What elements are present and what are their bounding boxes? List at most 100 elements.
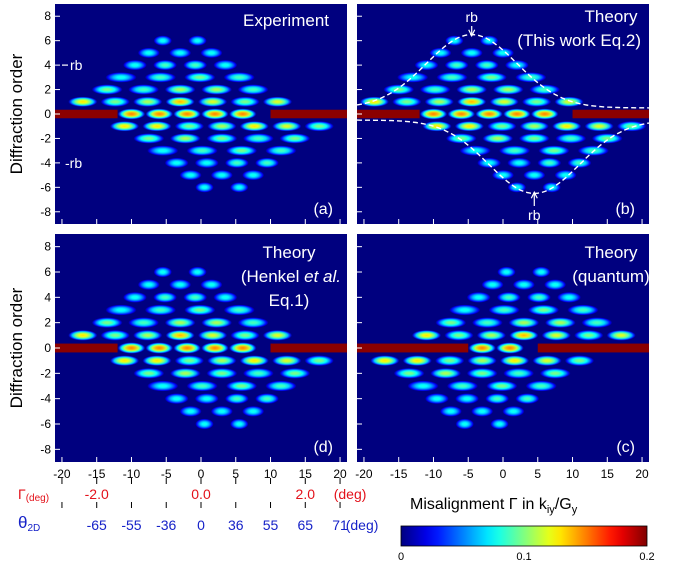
zero-order-blob [503, 108, 531, 120]
order-blob [444, 59, 469, 71]
order-blob [194, 393, 219, 404]
order-blob [499, 145, 531, 156]
order-blob [230, 418, 249, 430]
order-blob [606, 330, 636, 341]
theta-tick-label: -36 [156, 517, 176, 533]
order-blob [137, 47, 160, 59]
order-blob [532, 266, 551, 278]
order-blob [237, 84, 269, 95]
order-blob [142, 355, 172, 366]
order-blob [449, 304, 481, 316]
order-blob [262, 330, 293, 341]
order-blob [304, 355, 334, 366]
order-blob [459, 145, 491, 156]
zero-order-blob [145, 342, 174, 354]
envelope-lower [357, 119, 649, 195]
zero-order-blob [145, 108, 174, 120]
order-blob [436, 72, 468, 83]
order-blob [169, 133, 201, 144]
order-blob [407, 380, 439, 392]
theta-tick-label: 0 [197, 517, 205, 533]
ytick-label: 8 [44, 9, 51, 23]
order-blob [456, 84, 488, 95]
order-blob [128, 317, 160, 328]
zero-order-blob [468, 342, 497, 354]
order-blob [133, 330, 163, 341]
order-blob [164, 84, 196, 95]
order-blob [445, 35, 464, 46]
order-blob [144, 304, 177, 316]
order-blob [532, 355, 562, 366]
order-blob [455, 418, 474, 430]
order-blob [497, 266, 516, 278]
xtick-label: -15 [88, 467, 106, 481]
order-blob [183, 292, 208, 303]
gamma-tick-label: 0.0 [191, 486, 211, 502]
order-blob [137, 279, 160, 290]
panel-label: (c) [616, 439, 635, 456]
order-blob [265, 145, 297, 156]
colorbar-tick-label: 0.2 [639, 551, 654, 563]
order-blob [164, 317, 196, 328]
order-blob [165, 96, 195, 107]
order-blob [184, 72, 216, 83]
order-blob [467, 355, 497, 366]
zero-order-blob [530, 108, 559, 120]
order-blob [201, 317, 233, 328]
ytick-label: 2 [44, 83, 51, 97]
colorbar [400, 525, 648, 547]
order-blob [537, 157, 562, 169]
order-blob [213, 292, 238, 303]
order-blob [230, 96, 260, 107]
theta-tick-label: 71 [332, 517, 348, 533]
order-blob [538, 145, 570, 156]
order-blob [133, 133, 165, 144]
order-blob [564, 355, 595, 366]
ytick-label: -4 [40, 156, 51, 170]
order-blob [207, 121, 237, 132]
order-blob [279, 133, 311, 144]
panel-label: (b) [615, 201, 635, 218]
order-blob [539, 368, 571, 379]
order-blob [435, 355, 465, 366]
xtick-label: 0 [500, 467, 507, 481]
order-blob [393, 368, 425, 379]
ytick-label: 2 [44, 316, 51, 330]
zero-order-bar-left [357, 109, 420, 119]
order-blob [430, 368, 462, 379]
order-blob [105, 72, 137, 83]
gamma-tick-label: 2.0 [296, 486, 316, 502]
order-blob [411, 330, 442, 341]
panel-title: Theory [585, 243, 638, 262]
ytick-label: -2 [40, 131, 51, 145]
zero-order-blob [496, 342, 524, 354]
y-axis-label: Diffraction order [7, 287, 26, 408]
order-blob [169, 279, 192, 290]
order-blob [179, 406, 202, 417]
xtick-label: 10 [566, 467, 580, 481]
order-blob [508, 317, 540, 328]
zero-order-blob [201, 342, 229, 354]
zero-order-bar-left [357, 343, 469, 353]
ytick-label: 4 [44, 290, 51, 304]
order-blob [481, 279, 504, 290]
order-blob [242, 368, 274, 379]
order-blob [223, 304, 255, 316]
order-blob [529, 84, 561, 95]
xtick-label: 15 [299, 467, 313, 481]
order-blob [123, 59, 147, 71]
order-blob [466, 368, 498, 379]
order-blob [419, 84, 451, 95]
order-blob [262, 96, 293, 107]
order-blob [504, 59, 529, 71]
order-blob [201, 84, 233, 95]
xtick-label: -15 [390, 467, 408, 481]
gamma-tick-label: -2.0 [85, 486, 109, 502]
panel-subtitle-2: Eq.1) [269, 291, 310, 310]
order-blob [174, 121, 205, 132]
order-blob [100, 96, 130, 107]
order-blob [153, 292, 177, 303]
order-blob [455, 393, 479, 404]
panel-c: Theory (quantum) (c) [357, 234, 650, 462]
zero-order-blob [173, 342, 202, 354]
